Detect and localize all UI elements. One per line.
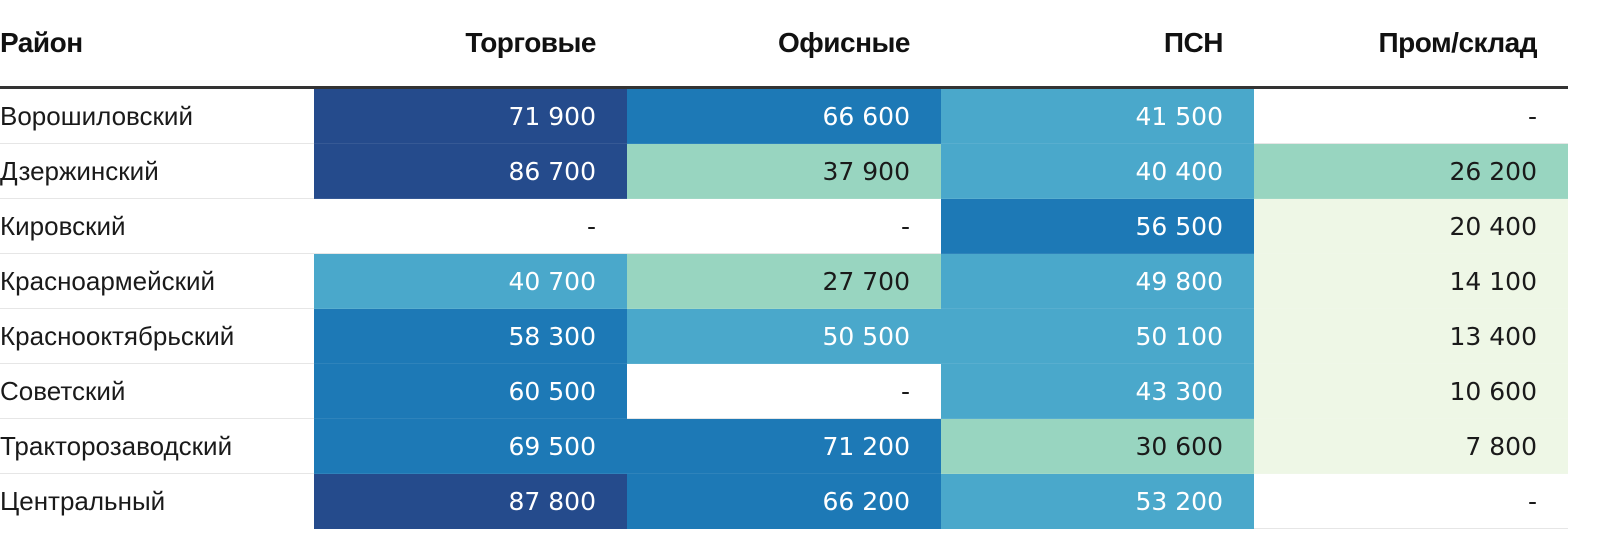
district-name: Советский bbox=[0, 363, 314, 419]
industrial-value: 7 800 bbox=[1254, 418, 1568, 474]
table-row: Центральный 87 800 66 200 53 200 - bbox=[0, 473, 1568, 529]
office-value: 66 600 bbox=[627, 87, 941, 144]
district-price-table: Район Торговые Офисные ПСН Пром/склад Во… bbox=[0, 0, 1568, 529]
retail-value: - bbox=[314, 198, 627, 254]
header-office[interactable]: Офисные bbox=[627, 0, 941, 89]
district-name: Красноармейский bbox=[0, 253, 314, 309]
psn-value: 40 400 bbox=[941, 143, 1254, 199]
office-value: - bbox=[627, 363, 941, 419]
retail-value: 86 700 bbox=[314, 143, 627, 199]
table-row: Советский 60 500 - 43 300 10 600 bbox=[0, 363, 1568, 419]
table-row: Тракторозаводский 69 500 71 200 30 600 7… bbox=[0, 418, 1568, 474]
psn-value: 43 300 bbox=[941, 363, 1254, 419]
industrial-value: - bbox=[1254, 87, 1568, 144]
industrial-value: 14 100 bbox=[1254, 253, 1568, 309]
district-name: Краснооктябрьский bbox=[0, 308, 314, 364]
table-row: Красноармейский 40 700 27 700 49 800 14 … bbox=[0, 253, 1568, 309]
district-name: Дзержинский bbox=[0, 143, 314, 199]
retail-value: 60 500 bbox=[314, 363, 627, 419]
office-value: 71 200 bbox=[627, 418, 941, 474]
industrial-value: 20 400 bbox=[1254, 198, 1568, 254]
industrial-value: 13 400 bbox=[1254, 308, 1568, 364]
psn-value: 49 800 bbox=[941, 253, 1254, 309]
table-row: Кировский - - 56 500 20 400 bbox=[0, 198, 1568, 254]
industrial-value: 10 600 bbox=[1254, 363, 1568, 419]
office-value: 50 500 bbox=[627, 308, 941, 364]
header-district[interactable]: Район bbox=[0, 0, 314, 89]
header-psn[interactable]: ПСН bbox=[941, 0, 1254, 89]
psn-value: 30 600 bbox=[941, 418, 1254, 474]
price-table-container: Район Торговые Офисные ПСН Пром/склад Во… bbox=[0, 0, 1568, 529]
district-name: Центральный bbox=[0, 485, 166, 516]
office-value: - bbox=[627, 198, 941, 254]
retail-value: 87 800 bbox=[314, 473, 627, 529]
office-value: 66 200 bbox=[627, 473, 941, 529]
office-value: 37 900 bbox=[627, 143, 941, 199]
table-row: Ворошиловский 71 900 66 600 41 500 - bbox=[0, 87, 1568, 144]
psn-value: 50 100 bbox=[941, 308, 1254, 364]
office-value: 27 700 bbox=[627, 253, 941, 309]
table-row: Дзержинский 86 700 37 900 40 400 26 200 bbox=[0, 143, 1568, 199]
retail-value: 58 300 bbox=[314, 308, 627, 364]
retail-value: 69 500 bbox=[314, 418, 627, 474]
retail-value: 71 900 bbox=[314, 87, 627, 144]
psn-value: 53 200 bbox=[941, 473, 1254, 529]
industrial-value: 26 200 bbox=[1254, 143, 1568, 199]
retail-value: 40 700 bbox=[314, 253, 627, 309]
header-retail[interactable]: Торговые bbox=[314, 0, 627, 89]
psn-value: 41 500 bbox=[941, 87, 1254, 144]
district-name: Тракторозаводский bbox=[0, 418, 314, 474]
district-name: Ворошиловский bbox=[0, 87, 314, 144]
table-body: Ворошиловский 71 900 66 600 41 500 - Дзе… bbox=[0, 87, 1568, 529]
industrial-value: - bbox=[1254, 473, 1568, 529]
header-industrial-warehouse[interactable]: Пром/склад bbox=[1254, 0, 1568, 89]
psn-value: 56 500 bbox=[941, 198, 1254, 254]
header-row: Район Торговые Офисные ПСН Пром/склад bbox=[0, 0, 1568, 89]
table-row: Краснооктябрьский 58 300 50 500 50 100 1… bbox=[0, 308, 1568, 364]
table-header: Район Торговые Офисные ПСН Пром/склад bbox=[0, 0, 1568, 89]
district-name: Кировский bbox=[0, 198, 314, 254]
